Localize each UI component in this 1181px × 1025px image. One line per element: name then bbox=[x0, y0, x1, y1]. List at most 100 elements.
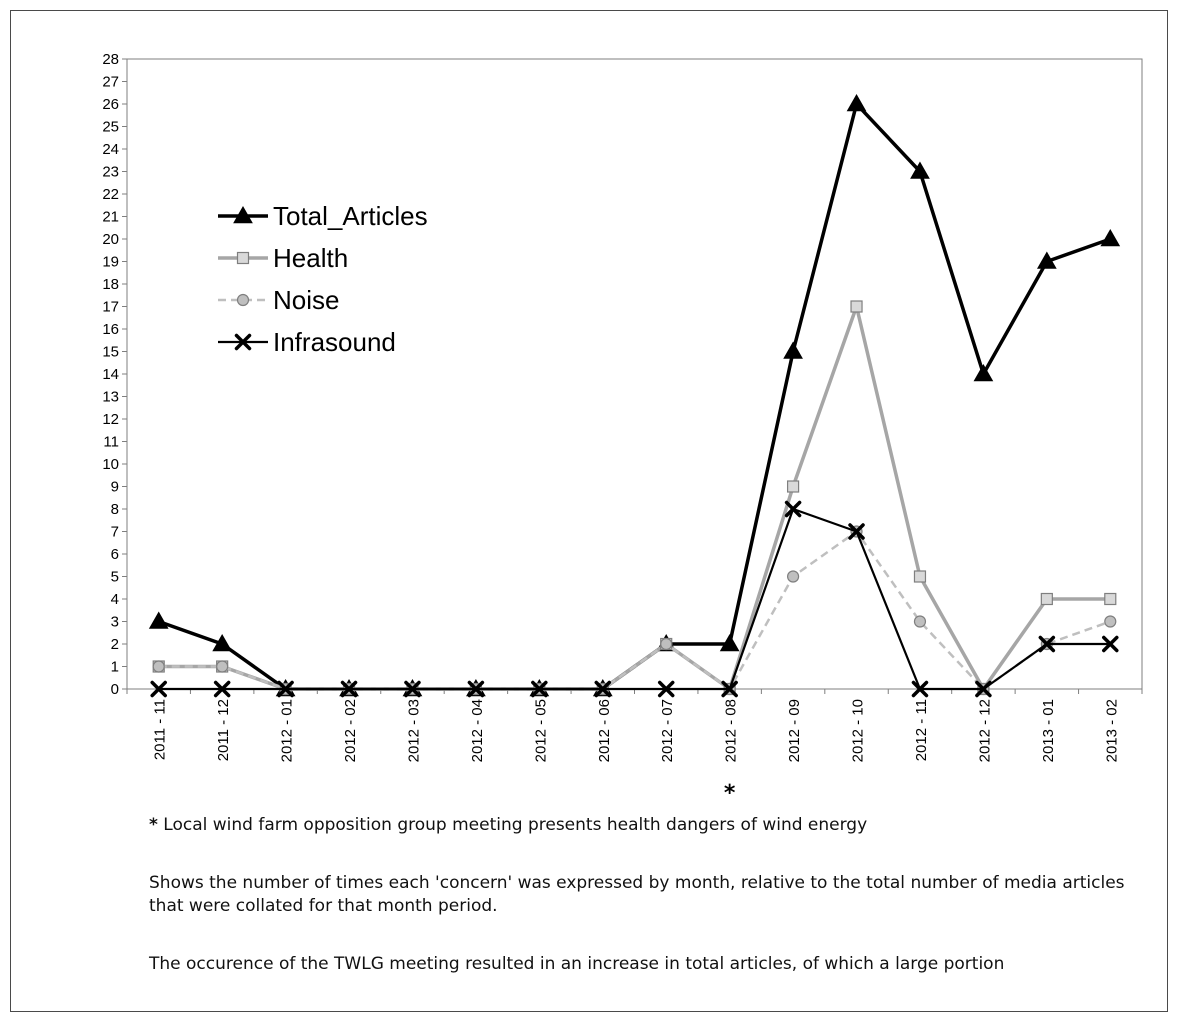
y-tick-label: 2 bbox=[111, 636, 119, 653]
y-tick-label: 6 bbox=[111, 546, 119, 563]
x-tick-label: 2012 - 06 bbox=[596, 699, 613, 762]
data-point bbox=[216, 660, 229, 673]
y-tick-label: 23 bbox=[102, 164, 119, 181]
y-tick-label: 7 bbox=[111, 524, 119, 541]
data-point bbox=[212, 633, 233, 652]
data-point bbox=[913, 570, 927, 583]
data-point bbox=[660, 637, 673, 651]
y-tick-label: 24 bbox=[102, 141, 119, 158]
data-point bbox=[467, 680, 485, 698]
data-point bbox=[848, 523, 865, 540]
x-tick-label: 2013 - 01 bbox=[1040, 699, 1057, 762]
data-point bbox=[784, 500, 802, 518]
y-tick-label: 5 bbox=[111, 569, 119, 586]
legend-item: Total_Articles bbox=[218, 201, 428, 231]
y-tick-label: 14 bbox=[102, 366, 119, 383]
y-tick-label: 27 bbox=[102, 74, 119, 91]
data-point bbox=[277, 680, 294, 698]
footnote: * Local wind farm opposition group meeti… bbox=[149, 814, 1129, 837]
data-point bbox=[913, 615, 927, 628]
legend-item: Health bbox=[218, 243, 348, 273]
legend-item: Noise bbox=[218, 285, 339, 315]
data-point bbox=[910, 161, 930, 179]
x-tick-label: 2012 - 10 bbox=[850, 699, 867, 762]
data-point bbox=[783, 341, 803, 359]
y-tick-label: 4 bbox=[111, 591, 119, 608]
data-point bbox=[657, 680, 675, 698]
y-tick-label: 16 bbox=[102, 321, 119, 338]
legend-swatch-marker bbox=[236, 251, 250, 265]
series-line bbox=[158, 304, 1111, 691]
x-tick-label: 2012 - 04 bbox=[469, 699, 486, 762]
series-line bbox=[158, 507, 1111, 691]
y-tick-label: 19 bbox=[102, 254, 119, 271]
x-tick-label: 2012 - 03 bbox=[405, 699, 422, 762]
legend-label: Health bbox=[273, 243, 348, 273]
y-tick-label: 3 bbox=[111, 614, 119, 631]
y-tick-label: 18 bbox=[102, 276, 119, 293]
x-tick-label: 2012 - 02 bbox=[342, 699, 359, 762]
y-tick-label: 11 bbox=[103, 434, 119, 451]
x-tick-label: 2012 - 01 bbox=[279, 699, 296, 762]
y-tick-label: 25 bbox=[102, 119, 119, 136]
data-point bbox=[973, 363, 994, 382]
y-tick-label: 15 bbox=[102, 344, 119, 361]
data-point bbox=[975, 680, 992, 698]
x-tick-label: 2012 - 11 bbox=[913, 699, 930, 761]
series-line bbox=[158, 102, 1111, 691]
footnote-text: Local wind farm opposition group meeting… bbox=[163, 815, 868, 835]
legend-label: Infrasound bbox=[273, 327, 396, 357]
caption-paragraph-1: Shows the number of times each 'concern'… bbox=[149, 873, 1125, 916]
legend-swatch-marker bbox=[236, 293, 250, 307]
x-tick-label: 2012 - 09 bbox=[786, 699, 803, 762]
x-tick-label: 2012 - 12 bbox=[976, 699, 993, 762]
caption-paragraph-2: The occurence of the TWLG meeting result… bbox=[149, 954, 1005, 974]
y-tick-label: 17 bbox=[102, 299, 119, 316]
y-tick-label: 26 bbox=[102, 96, 119, 113]
legend: Total_Articles Health Noise Infrasound bbox=[218, 201, 428, 357]
y-tick-label: 10 bbox=[102, 456, 119, 473]
series-total-articles bbox=[148, 93, 1121, 697]
y-tick-label: 8 bbox=[111, 501, 119, 518]
plot-area-border bbox=[126, 58, 1143, 690]
series-infrasound bbox=[150, 500, 1119, 698]
x-tick-label: 2011 - 12 bbox=[215, 699, 232, 761]
legend-swatch-marker bbox=[233, 205, 253, 224]
data-point bbox=[846, 93, 867, 112]
data-point bbox=[1036, 251, 1057, 269]
y-tick-label: 28 bbox=[102, 51, 119, 68]
y-tick-label: 21 bbox=[102, 209, 119, 226]
y-tick-label: 1 bbox=[111, 659, 119, 676]
data-point bbox=[404, 680, 421, 698]
data-point bbox=[1038, 635, 1056, 653]
data-point bbox=[911, 680, 929, 698]
y-tick-label: 20 bbox=[102, 231, 119, 248]
legend-label: Noise bbox=[273, 285, 339, 315]
y-tick-label: 0 bbox=[111, 681, 119, 698]
x-tick-label-star: * bbox=[724, 781, 736, 806]
x-tick-label: 2013 - 02 bbox=[1103, 699, 1120, 762]
data-point bbox=[213, 680, 231, 698]
legend-label: Total_Articles bbox=[273, 201, 428, 231]
legend-item: Infrasound bbox=[218, 327, 396, 357]
data-point bbox=[148, 611, 169, 629]
y-tick-label: 22 bbox=[102, 186, 119, 203]
series-layer bbox=[148, 93, 1121, 698]
data-point bbox=[340, 680, 358, 698]
x-tick-label: 2011 - 11 bbox=[152, 699, 169, 760]
data-point bbox=[721, 680, 738, 698]
data-point bbox=[152, 660, 165, 673]
figure-frame bbox=[10, 10, 1168, 1012]
data-point bbox=[719, 633, 740, 652]
axes: 0123456789101112131415161718192021222324… bbox=[102, 51, 1143, 806]
data-point bbox=[850, 300, 863, 313]
data-point bbox=[786, 570, 800, 583]
data-point bbox=[1104, 592, 1117, 606]
x-tick-label: 2012 - 05 bbox=[532, 699, 549, 762]
data-point bbox=[594, 680, 612, 698]
data-point bbox=[1040, 592, 1053, 606]
y-tick-label: 13 bbox=[102, 389, 119, 406]
series-line bbox=[158, 530, 1111, 691]
data-point bbox=[1104, 615, 1117, 628]
